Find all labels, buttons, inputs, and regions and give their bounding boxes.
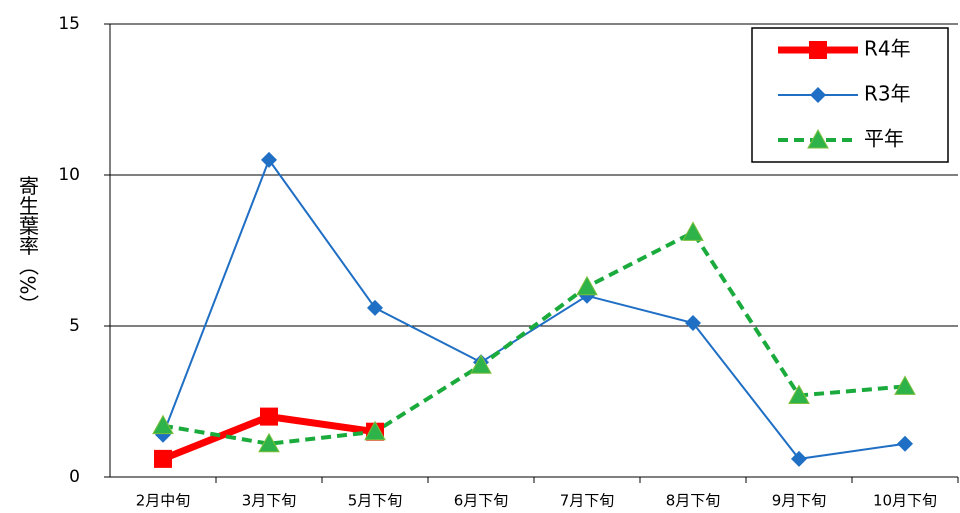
x-tick-label: 2月中旬 [136,492,191,510]
x-tick-label: 5月下旬 [348,492,403,510]
marker [260,407,278,426]
x-tick-label: 6月下旬 [454,492,509,510]
y-axis-label: 寄生葉率（%） [16,175,40,314]
marker [685,314,701,331]
x-tick-label: 9月下旬 [772,492,827,510]
marker [791,450,807,467]
legend-label: 平年 [864,127,904,151]
legend-label: R4年 [864,37,911,61]
y-tick-label: 15 [58,14,80,34]
y-tick-label: 10 [58,165,80,185]
marker [576,275,598,296]
x-tick-label: 3月下旬 [242,492,297,510]
x-tick-label: 8月下旬 [666,492,721,510]
marker [682,221,704,241]
marker [364,420,386,441]
marker [788,384,810,404]
marker [261,151,277,168]
y-tick-label: 0 [69,467,80,487]
marker [897,435,913,452]
legend-marker [809,41,827,59]
marker [154,449,172,468]
y-tick-label: 5 [69,316,80,336]
x-tick-label: 10月下旬 [873,492,937,510]
marker [152,414,174,435]
marker [367,299,383,316]
marker [470,354,492,374]
legend-label: R3年 [864,82,911,106]
legend-marker [807,128,829,149]
legend-marker [810,87,826,103]
marker [258,432,280,453]
marker [894,375,916,395]
series-line [162,157,906,460]
series-line [162,229,906,446]
x-tick-label: 7月下旬 [560,492,615,510]
